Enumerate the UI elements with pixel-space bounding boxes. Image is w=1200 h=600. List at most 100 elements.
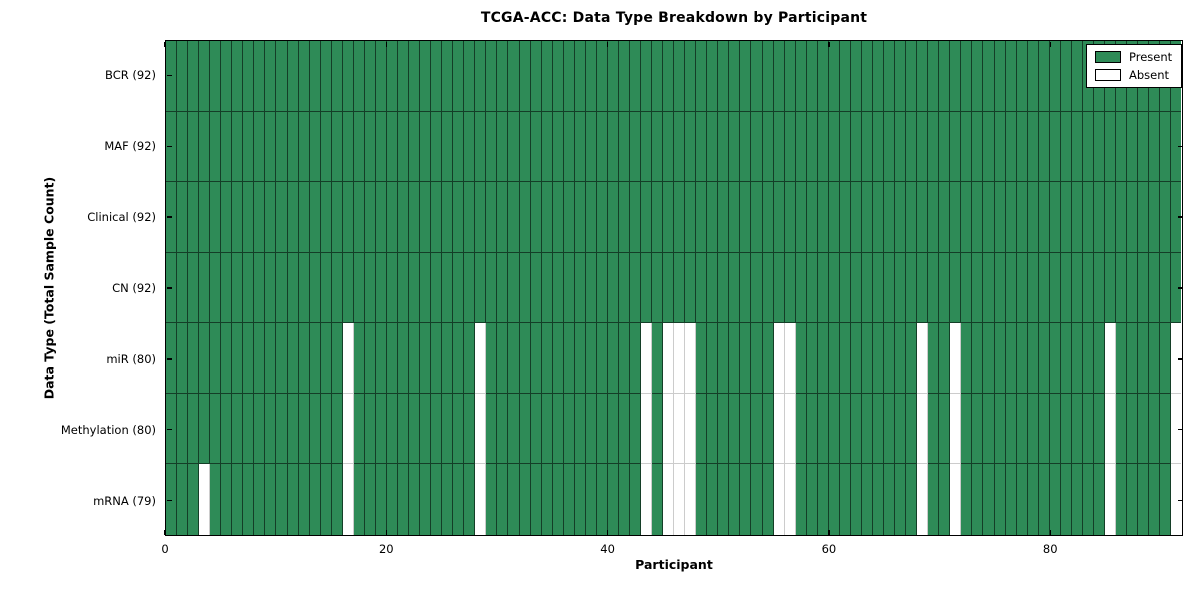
matrix-cell bbox=[828, 464, 840, 536]
matrix-cell bbox=[729, 41, 741, 112]
matrix-cell bbox=[884, 464, 896, 536]
matrix-cell bbox=[177, 464, 189, 536]
matrix-cell bbox=[353, 323, 365, 394]
matrix-cell bbox=[375, 41, 387, 112]
matrix-cell bbox=[906, 323, 918, 394]
matrix-row-maf bbox=[166, 111, 1182, 183]
matrix-cell bbox=[629, 323, 642, 394]
matrix-cell bbox=[409, 393, 421, 465]
matrix-cell bbox=[464, 393, 476, 465]
matrix-cell bbox=[751, 111, 763, 183]
matrix-cell bbox=[563, 323, 575, 394]
matrix-cell bbox=[541, 252, 553, 324]
matrix-cell bbox=[850, 323, 862, 394]
matrix-cell bbox=[928, 323, 940, 394]
matrix-cell bbox=[409, 111, 421, 183]
matrix-cell bbox=[1104, 393, 1117, 465]
matrix-cell bbox=[497, 111, 509, 183]
matrix-cell bbox=[442, 252, 454, 324]
plot-area bbox=[165, 40, 1183, 536]
matrix-cell bbox=[210, 323, 222, 394]
matrix-cell bbox=[210, 252, 222, 324]
matrix-cell bbox=[641, 111, 653, 183]
matrix-cell bbox=[696, 464, 708, 536]
matrix-cell bbox=[221, 182, 233, 253]
matrix-cell bbox=[961, 252, 973, 324]
matrix-cell bbox=[375, 111, 387, 183]
matrix-cell bbox=[1049, 252, 1061, 324]
matrix-cell bbox=[674, 252, 686, 324]
matrix-cell bbox=[795, 464, 807, 536]
matrix-cell bbox=[1104, 323, 1117, 394]
matrix-cell bbox=[873, 393, 885, 465]
x-tick-mark bbox=[606, 41, 609, 47]
matrix-cell bbox=[243, 41, 255, 112]
x-tick-mark bbox=[164, 529, 166, 535]
matrix-cell bbox=[707, 323, 719, 394]
matrix-cell bbox=[906, 393, 918, 465]
matrix-cell bbox=[762, 323, 774, 394]
matrix-cell bbox=[895, 252, 907, 324]
matrix-cell bbox=[972, 182, 984, 253]
matrix-cell bbox=[961, 41, 973, 112]
matrix-cell bbox=[232, 252, 244, 324]
matrix-cell bbox=[453, 41, 465, 112]
matrix-cell bbox=[762, 111, 774, 183]
matrix-cell bbox=[188, 182, 200, 253]
matrix-cell bbox=[674, 323, 686, 394]
legend-label-absent: Absent bbox=[1129, 68, 1170, 82]
matrix-cell bbox=[1005, 393, 1017, 465]
matrix-cell bbox=[674, 464, 686, 536]
matrix-cell bbox=[486, 393, 498, 465]
matrix-cell bbox=[784, 111, 796, 183]
matrix-cell bbox=[331, 41, 343, 112]
matrix-cell bbox=[596, 111, 608, 183]
matrix-cell bbox=[663, 41, 675, 112]
matrix-cell bbox=[994, 464, 1006, 536]
matrix-row-clinical bbox=[166, 182, 1182, 253]
matrix-cell bbox=[1149, 464, 1161, 536]
matrix-cell bbox=[453, 464, 465, 536]
matrix-cell bbox=[729, 111, 741, 183]
matrix-cell bbox=[828, 41, 840, 112]
matrix-cell bbox=[972, 252, 984, 324]
matrix-cell bbox=[817, 182, 829, 253]
matrix-cell bbox=[1016, 252, 1028, 324]
matrix-cell bbox=[552, 393, 564, 465]
matrix-cell bbox=[861, 252, 873, 324]
absent-swatch-icon bbox=[1095, 69, 1121, 81]
matrix-cell bbox=[795, 111, 807, 183]
legend: Present Absent bbox=[1086, 44, 1182, 88]
matrix-cell bbox=[740, 41, 752, 112]
matrix-cell bbox=[1138, 252, 1150, 324]
matrix-cell bbox=[1149, 393, 1161, 465]
matrix-cell bbox=[508, 182, 520, 253]
matrix-cell bbox=[188, 323, 200, 394]
matrix-cell bbox=[199, 252, 211, 324]
matrix-cell bbox=[762, 41, 774, 112]
matrix-cell bbox=[497, 393, 509, 465]
matrix-cell bbox=[585, 182, 597, 253]
y-tick-mark bbox=[166, 358, 172, 360]
matrix-cell bbox=[243, 464, 255, 536]
matrix-cell bbox=[861, 111, 873, 183]
matrix-cell bbox=[386, 41, 398, 112]
matrix-cell bbox=[596, 41, 608, 112]
matrix-cell bbox=[641, 464, 653, 536]
matrix-cell bbox=[1093, 252, 1105, 324]
matrix-cell bbox=[287, 464, 299, 536]
matrix-cell bbox=[685, 252, 697, 324]
matrix-cell bbox=[243, 182, 255, 253]
matrix-cell bbox=[1005, 41, 1017, 112]
matrix-cell bbox=[685, 111, 697, 183]
matrix-cell bbox=[276, 393, 288, 465]
matrix-cell bbox=[1160, 182, 1172, 253]
matrix-cell bbox=[1071, 41, 1083, 112]
matrix-cell bbox=[287, 111, 299, 183]
matrix-cell bbox=[983, 252, 995, 324]
x-tick-mark bbox=[1049, 529, 1051, 535]
matrix-cell bbox=[397, 393, 410, 465]
matrix-cell bbox=[508, 393, 520, 465]
matrix-cell bbox=[906, 111, 918, 183]
matrix-cell bbox=[906, 464, 918, 536]
